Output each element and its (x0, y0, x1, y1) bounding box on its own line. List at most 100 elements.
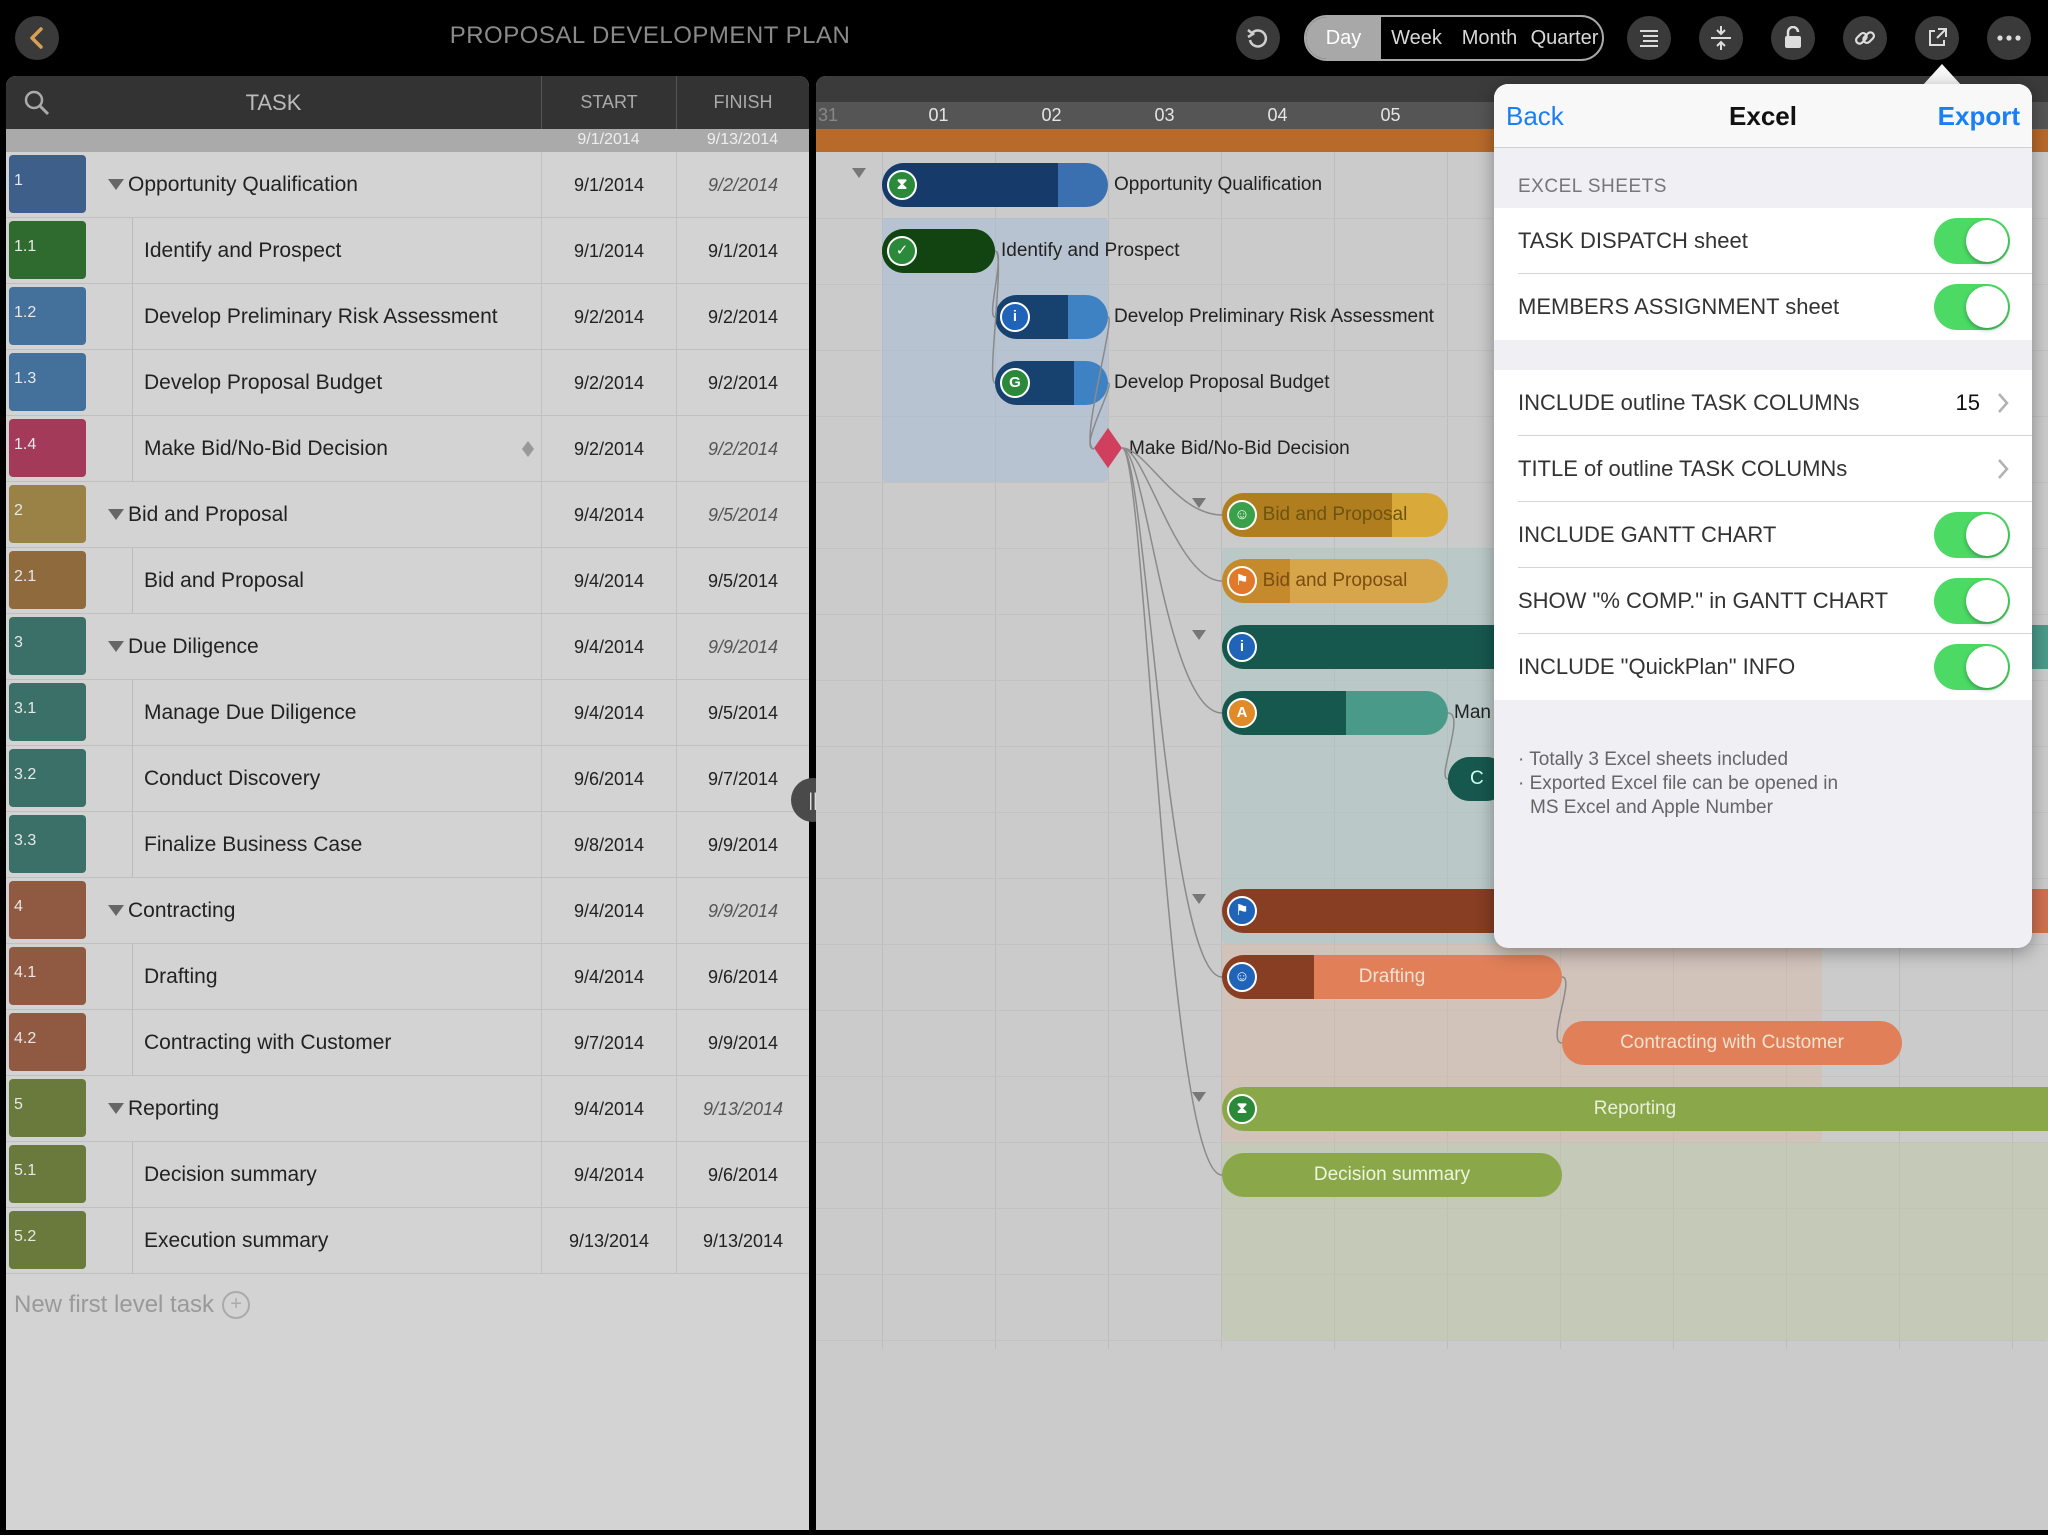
task-finish-date[interactable]: 9/13/2014 (676, 1076, 809, 1142)
task-finish-date[interactable]: 9/5/2014 (676, 548, 809, 614)
task-name[interactable]: Bid and Proposal (144, 569, 304, 592)
task-start-date[interactable]: 9/4/2014 (541, 1076, 676, 1142)
gantt-bar[interactable]: G (995, 361, 1108, 405)
gantt-bar[interactable]: ⚑ Bid and Proposal (1222, 559, 1448, 603)
task-finish-date[interactable]: 9/1/2014 (676, 218, 809, 284)
task-start-date[interactable]: 9/4/2014 (541, 680, 676, 746)
table-row[interactable]: 3 Due Diligence 9/4/2014 9/9/2014 (6, 614, 809, 680)
task-start-date[interactable]: 9/6/2014 (541, 746, 676, 812)
table-row[interactable]: 5 Reporting 9/4/2014 9/13/2014 (6, 1076, 809, 1142)
table-row[interactable]: 4.1 Drafting 9/4/2014 9/6/2014 (6, 944, 809, 1010)
task-finish-date[interactable]: 9/5/2014 (676, 680, 809, 746)
gantt-bar[interactable]: Decision summary (1222, 1153, 1562, 1197)
task-dispatch-toggle[interactable] (1934, 218, 2010, 264)
task-number-badge[interactable]: 3.1 (9, 683, 86, 741)
task-start-date[interactable]: 9/13/2014 (541, 1208, 676, 1274)
task-name[interactable]: Make Bid/No-Bid Decision (144, 437, 388, 460)
collapse-triangle-icon[interactable] (108, 509, 124, 520)
task-finish-date[interactable]: 9/7/2014 (676, 746, 809, 812)
task-name[interactable]: Contracting (128, 899, 236, 922)
collapse-triangle-icon[interactable] (852, 168, 866, 178)
search-icon[interactable] (24, 90, 50, 116)
show-percent-toggle[interactable] (1934, 578, 2010, 624)
task-start-date[interactable]: 9/2/2014 (541, 416, 676, 482)
column-header-task[interactable]: TASK (245, 89, 302, 115)
task-finish-date[interactable]: 9/9/2014 (676, 812, 809, 878)
table-row[interactable]: 3.1 Manage Due Diligence 9/4/2014 9/5/2014 (6, 680, 809, 746)
lock-button[interactable] (1771, 16, 1815, 60)
share-button[interactable] (1915, 16, 1959, 60)
task-number-badge[interactable]: 4.2 (9, 1013, 86, 1071)
collapse-triangle-icon[interactable] (1192, 498, 1206, 508)
task-finish-date[interactable]: 9/2/2014 (676, 152, 809, 218)
setting-title-outline-columns[interactable]: TITLE of outline TASK COLUMNs (1494, 436, 2032, 502)
table-row[interactable]: 2 Bid and Proposal 9/4/2014 9/5/2014 (6, 482, 809, 548)
task-name[interactable]: Decision summary (144, 1163, 317, 1186)
task-name[interactable]: Finalize Business Case (144, 833, 363, 856)
task-finish-date[interactable]: 9/2/2014 (676, 416, 809, 482)
task-name[interactable]: Develop Proposal Budget (144, 371, 383, 394)
task-number-badge[interactable]: 2 (9, 485, 86, 543)
task-start-date[interactable]: 9/1/2014 (541, 218, 676, 284)
task-name[interactable]: Bid and Proposal (128, 503, 288, 526)
task-start-date[interactable]: 9/4/2014 (541, 878, 676, 944)
table-row[interactable]: 5.1 Decision summary 9/4/2014 9/6/2014 (6, 1142, 809, 1208)
collapse-triangle-icon[interactable] (108, 1103, 124, 1114)
new-first-level-task[interactable]: New first level task + (14, 1291, 251, 1319)
task-name[interactable]: Conduct Discovery (144, 767, 321, 790)
task-name[interactable]: Reporting (128, 1097, 220, 1120)
table-row[interactable]: 1.4 Make Bid/No-Bid Decision 9/2/2014 9/2/2… (6, 416, 809, 482)
task-number-badge[interactable]: 1.4 (9, 419, 86, 477)
table-row[interactable]: 3.2 Conduct Discovery 9/6/2014 9/7/2014 (6, 746, 809, 812)
table-row[interactable]: 5.2 Execution summary 9/13/2014 9/13/2014 (6, 1208, 809, 1274)
task-number-badge[interactable]: 5 (9, 1079, 86, 1137)
task-finish-date[interactable]: 9/5/2014 (676, 482, 809, 548)
collapse-triangle-icon[interactable] (1192, 630, 1206, 640)
task-number-badge[interactable]: 4 (9, 881, 86, 939)
export-button[interactable]: Export (1937, 101, 2020, 131)
column-header-finish[interactable]: FINISH (676, 76, 809, 129)
collapse-triangle-icon[interactable] (108, 641, 124, 652)
task-start-date[interactable]: 9/7/2014 (541, 1010, 676, 1076)
table-row[interactable]: 1.3 Develop Proposal Budget 9/2/2014 9/2/20… (6, 350, 809, 416)
task-start-date[interactable]: 9/4/2014 (541, 482, 676, 548)
task-start-date[interactable]: 9/8/2014 (541, 812, 676, 878)
back-button[interactable] (15, 16, 59, 60)
task-name[interactable]: Develop Preliminary Risk Assessment (144, 305, 498, 328)
members-assignment-toggle[interactable] (1934, 284, 2010, 330)
gantt-bar[interactable]: i (995, 295, 1108, 339)
task-finish-date[interactable]: 9/2/2014 (676, 350, 809, 416)
task-finish-date[interactable]: 9/9/2014 (676, 1010, 809, 1076)
undo-button[interactable] (1236, 16, 1280, 60)
task-name[interactable]: Drafting (144, 965, 218, 988)
task-name[interactable]: Identify and Prospect (144, 239, 342, 262)
gantt-bar[interactable]: ✓ (882, 229, 995, 273)
task-number-badge[interactable]: 1.2 (9, 287, 86, 345)
include-gantt-toggle[interactable] (1934, 512, 2010, 558)
task-start-date[interactable]: 9/1/2014 (541, 152, 676, 218)
task-start-date[interactable]: 9/4/2014 (541, 944, 676, 1010)
more-button[interactable] (1987, 16, 2031, 60)
task-start-date[interactable]: 9/2/2014 (541, 350, 676, 416)
setting-include-outline-columns[interactable]: INCLUDE outline TASK COLUMNs 15 (1494, 370, 2032, 436)
gantt-bar[interactable]: Contracting with Customer (1562, 1021, 1902, 1065)
task-finish-date[interactable]: 9/2/2014 (676, 284, 809, 350)
collapse-triangle-icon[interactable] (108, 905, 124, 916)
task-number-badge[interactable]: 5.2 (9, 1211, 86, 1269)
table-row[interactable]: 1.2 Develop Preliminary Risk Assessment 9/… (6, 284, 809, 350)
task-name[interactable]: Contracting with Customer (144, 1031, 392, 1054)
gantt-bar[interactable]: ⧗ Reporting (1222, 1087, 2048, 1131)
task-finish-date[interactable]: 9/6/2014 (676, 1142, 809, 1208)
table-row[interactable]: 1 Opportunity Qualification 9/1/2014 9/2/20… (6, 152, 809, 218)
gantt-bar[interactable]: ☺ Drafting (1222, 955, 1562, 999)
task-number-badge[interactable]: 3 (9, 617, 86, 675)
task-start-date[interactable]: 9/2/2014 (541, 284, 676, 350)
collapse-triangle-icon[interactable] (108, 179, 124, 190)
table-row[interactable]: 4 Contracting 9/4/2014 9/9/2014 (6, 878, 809, 944)
task-finish-date[interactable]: 9/9/2014 (676, 614, 809, 680)
table-row[interactable]: 1.1 Identify and Prospect 9/1/2014 9/1/2014 (6, 218, 809, 284)
task-number-badge[interactable]: 1 (9, 155, 86, 213)
task-number-badge[interactable]: 1.3 (9, 353, 86, 411)
task-start-date[interactable]: 9/4/2014 (541, 1142, 676, 1208)
task-number-badge[interactable]: 2.1 (9, 551, 86, 609)
